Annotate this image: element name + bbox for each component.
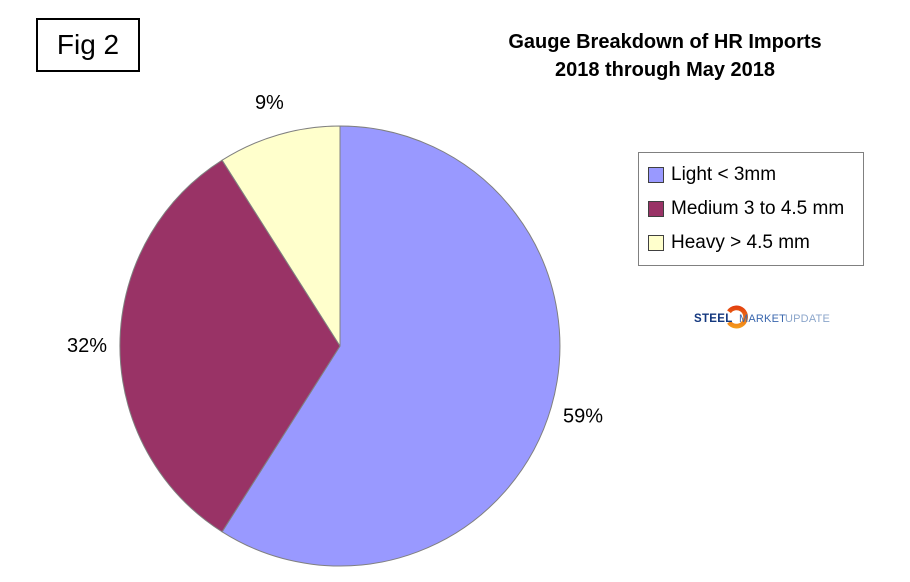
legend-swatch-medium bbox=[648, 201, 664, 217]
pie-slice-light bbox=[221, 125, 561, 567]
legend-swatch-light bbox=[648, 167, 664, 183]
chart-title-line-1: Gauge Breakdown of HR Imports bbox=[508, 31, 822, 53]
chart-title: Gauge Breakdown of HR Imports 2018 throu… bbox=[430, 28, 900, 84]
legend-item-heavy: Heavy > 4.5 mm bbox=[639, 226, 859, 260]
logo-word-update: UPDATE bbox=[785, 313, 830, 325]
pie-slice-medium bbox=[119, 159, 341, 533]
slice-label-light: 59% bbox=[563, 406, 603, 428]
figure-label-box: Fig 2 bbox=[36, 18, 140, 72]
slice-label-medium: 32% bbox=[67, 335, 107, 357]
slice-label-heavy: 9% bbox=[255, 92, 284, 114]
logo-word-market: MARKET bbox=[739, 313, 786, 325]
steel-market-update-logo: STEEL MARKET UPDATE bbox=[694, 305, 830, 329]
legend-label: Medium 3 to 4.5 mm bbox=[671, 198, 845, 219]
crescent-icon bbox=[727, 305, 749, 329]
legend: Light < 3mm Medium 3 to 4.5 mm Heavy > 4… bbox=[638, 152, 864, 266]
figure-label: Fig 2 bbox=[56, 29, 120, 60]
legend-swatch-heavy bbox=[648, 235, 664, 251]
pie-slice-heavy bbox=[221, 125, 341, 347]
legend-label: Light < 3mm bbox=[671, 164, 777, 185]
chart-title-line-2: 2018 through May 2018 bbox=[554, 59, 776, 81]
legend-item-medium: Medium 3 to 4.5 mm bbox=[639, 192, 859, 226]
legend-item-light: Light < 3mm bbox=[639, 158, 859, 192]
legend-label: Heavy > 4.5 mm bbox=[671, 232, 810, 253]
logo-word-steel: STEEL bbox=[694, 313, 733, 325]
